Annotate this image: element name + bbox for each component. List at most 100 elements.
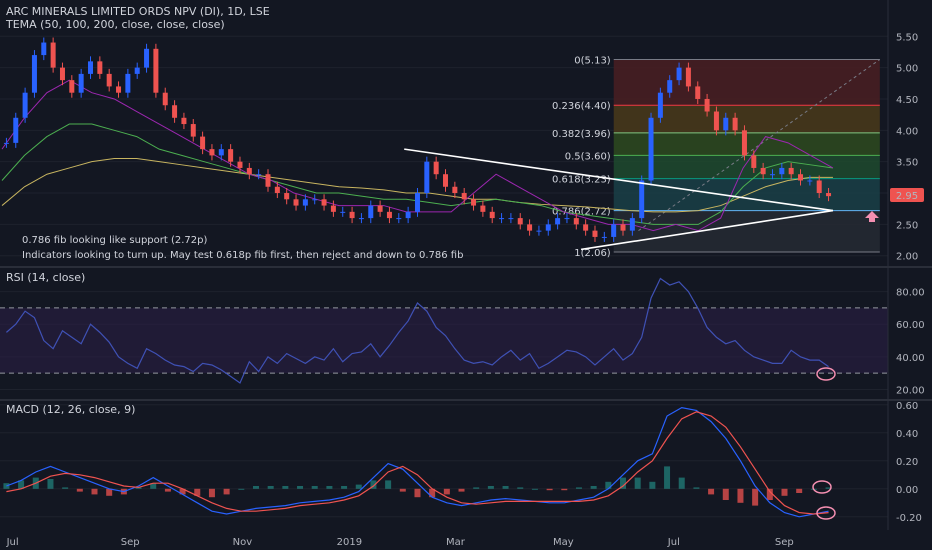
macd-histogram-bar <box>561 488 568 491</box>
macd-histogram-bar <box>150 483 157 489</box>
candle-body <box>639 180 645 219</box>
candle-body <box>377 205 383 212</box>
candle-body <box>788 167 794 175</box>
candle-body <box>50 42 56 68</box>
candle-body <box>340 211 346 213</box>
candle-body <box>536 230 542 232</box>
axis-tick-label: 0.60 <box>896 401 918 412</box>
macd-histogram-bar <box>399 488 406 492</box>
macd-histogram-bar <box>458 488 465 492</box>
candle-body <box>190 124 196 137</box>
candle-body <box>555 218 561 225</box>
fib-level-label: 0.5(3.60) <box>565 151 611 162</box>
macd-histogram-bar <box>605 481 612 489</box>
axis-tick-label: 5.50 <box>896 32 918 43</box>
candle-body <box>284 193 290 200</box>
candle-body <box>517 218 523 225</box>
candle-body <box>246 167 252 175</box>
candle-body <box>611 224 617 237</box>
candle-body <box>629 218 635 231</box>
candle-body <box>153 48 159 93</box>
macd-histogram-bar <box>47 479 54 489</box>
fib-level-label: 1(2.06) <box>574 248 611 259</box>
rsi-line <box>6 277 829 384</box>
fibonacci-retracement[interactable]: 0(5.13) 0.236(4.40) 0.382(3.96) 0.5(3.60) 0.… <box>552 55 881 259</box>
macd-histogram-bar <box>18 480 25 489</box>
candle-body <box>443 174 449 187</box>
trendlines[interactable] <box>404 148 834 251</box>
axis-tick-label: 5.00 <box>896 64 918 75</box>
candle-body <box>695 86 701 99</box>
time-tick-label: 2019 <box>337 537 362 548</box>
annotation-2: Indicators looking to turn up. May test … <box>22 250 463 261</box>
candle-body <box>125 73 131 93</box>
macd-histogram-bar <box>531 488 538 490</box>
fib-level-label: 0.382(3.96) <box>552 129 611 140</box>
fib-zone <box>613 210 880 252</box>
macd-line <box>6 406 829 518</box>
axis-tick-label: 0.40 <box>896 429 918 440</box>
candle-body <box>414 193 420 212</box>
candle-body <box>723 117 729 131</box>
candle-body <box>22 92 28 118</box>
fib-zone <box>613 155 880 179</box>
price-axis[interactable]: 5.505.004.504.003.503.002.502.0080.0060.… <box>896 32 925 524</box>
candle-body <box>676 67 682 81</box>
candle-body <box>741 130 747 156</box>
fib-zone <box>613 59 880 106</box>
time-axis[interactable]: Jul Sep Nov 2019 Mar May Jul Sep <box>6 537 794 548</box>
macd-histogram-bar <box>414 488 421 498</box>
candle-body <box>302 199 308 206</box>
macd-pane <box>3 406 832 518</box>
candle-body <box>172 105 178 118</box>
candle-body <box>769 174 775 176</box>
candle-body <box>218 149 224 156</box>
fib-diagonal <box>638 59 881 232</box>
candle-body <box>106 73 112 87</box>
macd-histogram-bar <box>135 487 142 489</box>
macd-histogram-bar <box>355 484 362 489</box>
candle-body <box>583 224 589 231</box>
candle-body <box>480 205 486 212</box>
candle-body <box>358 218 364 220</box>
macd-histogram-bar <box>385 480 392 489</box>
macd-highlight-circle <box>816 506 836 520</box>
time-tick-label: Jul <box>667 537 680 548</box>
candle-body <box>386 211 392 219</box>
candle-body <box>657 92 663 118</box>
macd-histogram-bar <box>546 488 553 491</box>
axis-tick-label: 20.00 <box>896 385 925 396</box>
rsi-pane <box>0 277 888 384</box>
chart-title: ARC MINERALS LIMITED ORDS NPV (DI), 1D, … <box>6 5 270 18</box>
candle-body <box>452 186 458 194</box>
macd-histogram-bar <box>664 466 671 489</box>
candle-body <box>88 61 94 74</box>
candle-body <box>144 48 150 68</box>
candle-body <box>760 167 766 175</box>
candle-body <box>798 174 804 181</box>
time-tick-label: Nov <box>233 537 253 548</box>
macd-histogram-bar <box>341 486 348 489</box>
candle-body <box>78 73 84 93</box>
candle-body <box>685 67 691 87</box>
candle-body <box>424 161 430 194</box>
axis-tick-label: 60.00 <box>896 320 925 331</box>
trendline <box>404 148 834 212</box>
macd-histogram-bar <box>796 488 803 493</box>
fib-level-label: 0.236(4.40) <box>552 101 611 112</box>
trendline <box>580 209 834 251</box>
last-price-tag: 2.95 <box>890 188 924 202</box>
rsi-legend: RSI (14, close) <box>6 271 85 284</box>
macd-histogram-bar <box>502 486 509 489</box>
candle-body <box>461 193 467 200</box>
fib-level-label: 0.786(2.72) <box>552 207 611 218</box>
fib-level-label: 0(5.13) <box>574 55 611 66</box>
time-tick-label: Sep <box>775 537 794 548</box>
candle-body <box>601 236 607 238</box>
candle-body <box>396 218 402 220</box>
axis-tick-label: 2.50 <box>896 220 918 231</box>
axis-tick-label: 0.20 <box>896 457 918 468</box>
candle-body <box>59 67 65 81</box>
axis-tick-label: 2.00 <box>896 252 918 263</box>
